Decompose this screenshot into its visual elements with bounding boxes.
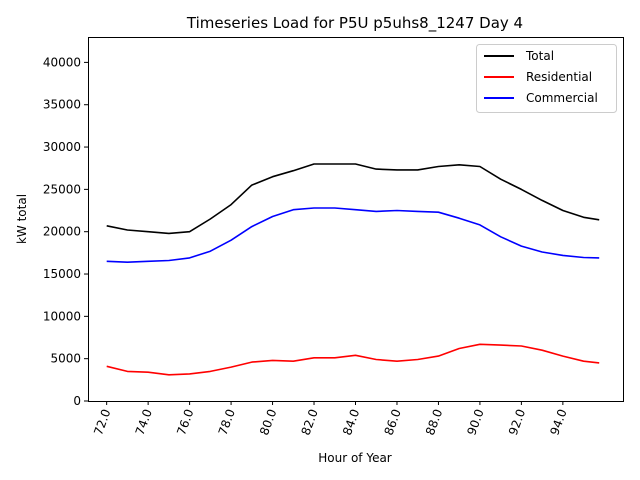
x-tick-label: 86.0 [381, 407, 403, 437]
y-axis-label: kW total [15, 194, 29, 244]
x-tick-label: 90.0 [464, 407, 486, 437]
legend-label-total: Total [525, 49, 554, 63]
y-tick-label: 20000 [43, 225, 81, 239]
x-tick-label: 82.0 [299, 407, 321, 437]
series-lines [106, 163, 600, 376]
series-line-commercial [106, 207, 600, 264]
x-tick-label: 72.0 [91, 407, 113, 437]
y-axis-ticks: 0 5000 10000 15000 20000 25000 30000 35000 40000 [43, 55, 88, 408]
legend: Total Residential Commercial [476, 44, 617, 113]
y-tick-label: 40000 [43, 55, 81, 69]
legend-box [476, 44, 617, 113]
legend-label-residential: Residential [526, 70, 592, 84]
chart-title: Timeseries Load for P5U p5uhs8_1247 Day … [186, 14, 523, 33]
y-tick-label: 10000 [43, 309, 81, 323]
y-tick-label: 5000 [50, 352, 81, 366]
y-tick-label: 35000 [43, 98, 81, 112]
x-axis-label: Hour of Year [318, 451, 392, 465]
series-line-residential [106, 343, 600, 376]
y-tick-label: 25000 [43, 182, 81, 196]
y-tick-label: 0 [73, 394, 81, 408]
x-tick-label: 78.0 [216, 407, 238, 437]
x-tick-label: 74.0 [133, 407, 155, 437]
x-tick-label: 88.0 [423, 407, 445, 437]
x-axis-ticks: 72.0 74.0 76.0 78.0 80.0 82.0 84.0 86.0 88.0 90.0… [91, 401, 570, 437]
x-tick-label: 94.0 [547, 407, 569, 437]
x-tick-label: 76.0 [174, 407, 196, 437]
x-tick-label: 80.0 [257, 407, 279, 437]
y-tick-label: 30000 [43, 140, 81, 154]
series-line-total [106, 163, 600, 235]
x-tick-label: 92.0 [506, 407, 528, 437]
legend-label-commercial: Commercial [526, 91, 598, 105]
y-tick-label: 15000 [43, 267, 81, 281]
x-tick-label: 84.0 [340, 407, 362, 437]
